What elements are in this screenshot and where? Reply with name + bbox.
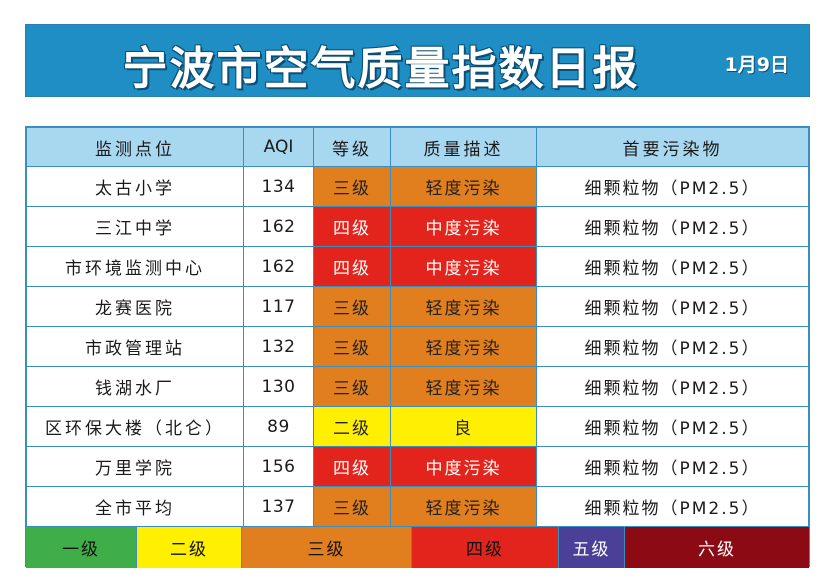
- table-row: 市政管理站 132 三级 轻度污染 细颗粒物（PM2.5）: [26, 326, 809, 367]
- legend-level-3: 三级: [242, 527, 412, 568]
- description-cell: 中度污染: [390, 246, 537, 287]
- site-name: 区环保大楼（北仑）: [26, 406, 244, 447]
- site-name: 市政管理站: [26, 326, 244, 367]
- aqi-value: 162: [243, 246, 314, 287]
- site-name: 全市平均: [26, 486, 244, 527]
- description-cell: 轻度污染: [390, 166, 537, 207]
- pollutant-cell: 细颗粒物（PM2.5）: [536, 166, 809, 207]
- grade-cell: 三级: [313, 366, 391, 407]
- pollutant-cell: 细颗粒物（PM2.5）: [536, 406, 809, 447]
- grade-cell: 三级: [313, 326, 391, 367]
- description-cell: 中度污染: [390, 446, 537, 487]
- aqi-value: 117: [243, 286, 314, 327]
- table-row: 太古小学 134 三级 轻度污染 细颗粒物（PM2.5）: [26, 166, 809, 207]
- table-row: 全市平均 137 三级 轻度污染 细颗粒物（PM2.5）: [26, 486, 809, 527]
- pollutant-cell: 细颗粒物（PM2.5）: [536, 326, 809, 367]
- pollutant-cell: 细颗粒物（PM2.5）: [536, 486, 809, 527]
- column-header-pollutant: 首要污染物: [536, 127, 809, 167]
- aqi-value: 134: [243, 166, 314, 207]
- pollutant-cell: 细颗粒物（PM2.5）: [536, 206, 809, 247]
- legend-level-4: 四级: [412, 527, 559, 568]
- pollutant-cell: 细颗粒物（PM2.5）: [536, 366, 809, 407]
- aqi-table: 监测点位 AQI 等级 质量描述 首要污染物 太古小学 134 三级 轻度污染 细颗粒物…: [26, 127, 809, 527]
- description-cell: 良: [390, 406, 537, 447]
- header-banner: 宁波市空气质量指数日报 1月9日: [25, 24, 810, 97]
- table-row: 钱湖水厂 130 三级 轻度污染 细颗粒物（PM2.5）: [26, 366, 809, 407]
- table-row: 三江中学 162 四级 中度污染 细颗粒物（PM2.5）: [26, 206, 809, 247]
- site-name: 三江中学: [26, 206, 244, 247]
- table-row: 市环境监测中心 162 四级 中度污染 细颗粒物（PM2.5）: [26, 246, 809, 287]
- legend-level-5: 五级: [559, 527, 625, 568]
- pollutant-cell: 细颗粒物（PM2.5）: [536, 446, 809, 487]
- pollutant-cell: 细颗粒物（PM2.5）: [536, 286, 809, 327]
- aqi-value: 132: [243, 326, 314, 367]
- description-cell: 轻度污染: [390, 286, 537, 327]
- column-header-description: 质量描述: [390, 127, 537, 167]
- grade-cell: 四级: [313, 206, 391, 247]
- table-row: 龙赛医院 117 三级 轻度污染 细颗粒物（PM2.5）: [26, 286, 809, 327]
- table-row: 万里学院 156 四级 中度污染 细颗粒物（PM2.5）: [26, 446, 809, 487]
- page-title: 宁波市空气质量指数日报: [122, 42, 640, 95]
- table-body: 太古小学 134 三级 轻度污染 细颗粒物（PM2.5） 三江中学 162 四级 中度污染 细颗…: [26, 166, 809, 527]
- site-name: 市环境监测中心: [26, 246, 244, 287]
- grade-cell: 三级: [313, 286, 391, 327]
- site-name: 万里学院: [26, 446, 244, 487]
- aqi-value: 89: [243, 406, 314, 447]
- legend-level-6: 六级: [625, 527, 809, 568]
- aqi-value: 137: [243, 486, 314, 527]
- table-row: 区环保大楼（北仑） 89 二级良细颗粒物（PM2.5）: [26, 406, 809, 447]
- site-name: 龙赛医院: [26, 286, 244, 327]
- description-cell: 中度污染: [390, 206, 537, 247]
- legend-level-1: 一级: [26, 527, 137, 568]
- grade-cell: 四级: [313, 446, 391, 487]
- report-date: 1月9日: [724, 54, 789, 76]
- site-name: 钱湖水厂: [26, 366, 244, 407]
- column-header-site: 监测点位: [26, 127, 244, 167]
- aqi-value: 156: [243, 446, 314, 487]
- description-cell: 轻度污染: [390, 366, 537, 407]
- aqi-table-container: 监测点位 AQI 等级 质量描述 首要污染物 太古小学 134 三级 轻度污染 细颗粒物…: [25, 126, 810, 568]
- legend-level-2: 二级: [137, 527, 242, 568]
- pollutant-cell: 细颗粒物（PM2.5）: [536, 246, 809, 287]
- column-header-grade: 等级: [313, 127, 391, 167]
- table-header-row: 监测点位 AQI 等级 质量描述 首要污染物: [26, 127, 809, 167]
- grade-cell: 三级: [313, 486, 391, 527]
- grade-cell: 二级: [313, 406, 391, 447]
- site-name: 太古小学: [26, 166, 244, 207]
- description-cell: 轻度污染: [390, 486, 537, 527]
- column-header-aqi: AQI: [243, 127, 314, 167]
- grade-cell: 三级: [313, 166, 391, 207]
- grade-cell: 四级: [313, 246, 391, 287]
- description-cell: 轻度污染: [390, 326, 537, 367]
- aqi-level-legend: 一级 二级 三级 四级 五级 六级: [26, 527, 809, 568]
- aqi-value: 130: [243, 366, 314, 407]
- aqi-value: 162: [243, 206, 314, 247]
